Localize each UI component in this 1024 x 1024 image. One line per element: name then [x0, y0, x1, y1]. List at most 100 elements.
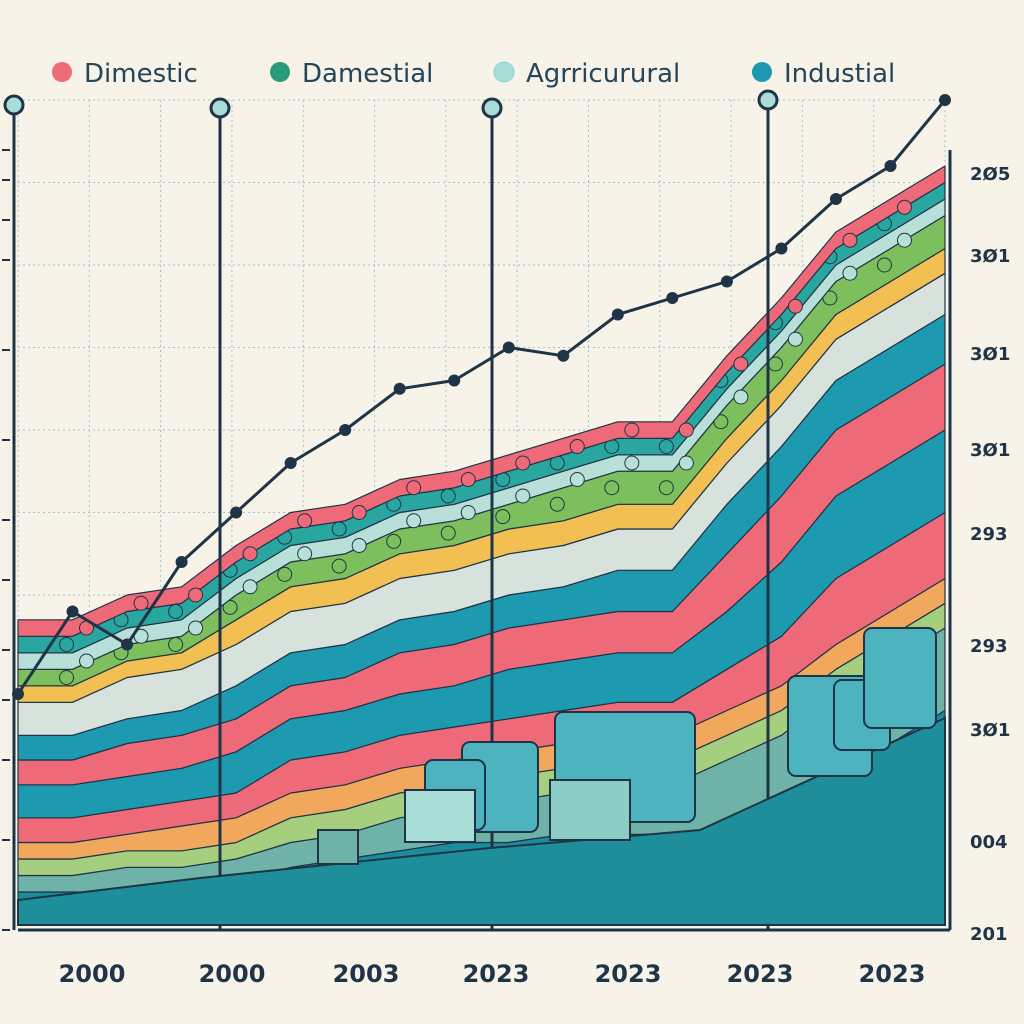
- area-marker: [168, 604, 184, 619]
- area-marker: [678, 455, 694, 471]
- legend-swatch-agrricurural: [493, 61, 515, 83]
- legend-label-industial: Industial: [784, 59, 895, 89]
- line-point: [720, 275, 733, 288]
- area-marker: [406, 480, 422, 496]
- legend-item-dimestic: Dimestic: [52, 59, 198, 89]
- area-marker: [440, 525, 456, 541]
- line-point: [502, 341, 515, 354]
- x-tick-label: 2023: [595, 960, 662, 988]
- area-marker: [331, 521, 347, 537]
- line-point: [557, 349, 570, 362]
- y-axis-tick-labels: 2Ø5 3Ø1 3Ø1 3Ø1 293 293 3Ø1 004 201: [970, 164, 1010, 945]
- total-line: [3, 89, 951, 930]
- area-marker: [658, 480, 674, 496]
- marker-pin: [3, 94, 25, 116]
- area-marker: [896, 232, 912, 248]
- marker-pin: [209, 97, 231, 119]
- legend-label-damestial: Damestial: [302, 59, 433, 89]
- legend-item-damestial: Damestial: [270, 59, 433, 89]
- y-tick-label: 3Ø1: [970, 246, 1010, 267]
- area-marker: [495, 509, 511, 525]
- area-marker: [242, 546, 258, 562]
- area-marker: [440, 488, 456, 504]
- area-marker: [351, 538, 367, 553]
- area-marker: [787, 331, 803, 347]
- axes: [2, 149, 952, 932]
- line-point: [66, 605, 79, 618]
- area-marker: [733, 389, 749, 405]
- line-point: [666, 292, 679, 304]
- factory-building: [404, 789, 476, 843]
- storage-tank: [863, 627, 937, 729]
- factory-building: [549, 779, 631, 841]
- area-marker: [678, 422, 694, 438]
- area-marker: [842, 265, 858, 281]
- x-tick-label: 2023: [727, 960, 794, 988]
- y-tick-label: 293: [970, 524, 1008, 545]
- x-tick-label: 2000: [199, 960, 266, 988]
- area-marker: [896, 199, 912, 215]
- y-tick-label: 293: [970, 636, 1008, 657]
- area-marker: [515, 488, 531, 504]
- line-point: [393, 382, 406, 395]
- y-tick-label: 2Ø5: [970, 164, 1010, 185]
- area-marker: [297, 513, 313, 529]
- area-marker: [188, 620, 204, 636]
- factory-building: [317, 829, 359, 865]
- area-marker: [658, 439, 674, 454]
- area-marker: [733, 356, 749, 372]
- line-point: [611, 308, 624, 321]
- line-point: [284, 457, 297, 469]
- line-point: [230, 506, 243, 519]
- marker-pin: [757, 89, 779, 111]
- area-marker: [624, 455, 640, 471]
- area-marker: [351, 505, 367, 520]
- area-marker: [842, 232, 858, 248]
- area-marker: [406, 513, 422, 529]
- area-marker: [331, 558, 347, 574]
- area-marker: [277, 566, 293, 582]
- legend-item-industial: Industial: [752, 59, 895, 89]
- area-marker: [297, 546, 313, 562]
- area-marker: [168, 637, 184, 652]
- area-marker: [876, 257, 892, 273]
- area-marker: [549, 496, 565, 512]
- legend-label-agrricurural: Agrricurural: [526, 59, 680, 89]
- area-marker: [386, 533, 402, 549]
- area-marker: [569, 472, 585, 487]
- line-point: [448, 374, 461, 387]
- area-marker: [460, 505, 476, 520]
- line-point: [175, 556, 188, 568]
- area-marker: [59, 637, 75, 652]
- area-marker: [242, 579, 258, 595]
- factory-illustration: [17, 627, 946, 926]
- area-marker: [460, 472, 476, 487]
- area-marker: [569, 439, 585, 454]
- y-tick-label: 3Ø1: [970, 344, 1010, 365]
- area-marker: [787, 298, 803, 314]
- line-point: [884, 160, 897, 172]
- x-tick-label: 2000: [59, 960, 126, 988]
- total-line-path: [16, 99, 947, 695]
- y-tick-label: 3Ø1: [970, 440, 1010, 461]
- x-tick-label: 2023: [463, 960, 530, 988]
- legend-item-agrricurural: Agrricurural: [493, 59, 680, 89]
- legend: Dimestic Damestial Agrricurural Industia…: [52, 59, 895, 89]
- area-marker: [604, 480, 620, 496]
- y-tick-label: 201: [970, 924, 1008, 945]
- area-marker: [222, 599, 238, 615]
- marker-pin: [481, 97, 503, 119]
- line-point: [339, 424, 352, 436]
- legend-swatch-industial: [752, 62, 772, 82]
- line-point: [775, 242, 788, 255]
- area-marker: [188, 587, 204, 603]
- area-band: [17, 165, 946, 637]
- line-point: [829, 193, 842, 205]
- area-marker: [133, 595, 149, 611]
- x-axis-tick-labels: 2000 2000 2003 2023 2023 2023 2023: [59, 960, 926, 988]
- y-tick-label: 3Ø1: [970, 720, 1010, 741]
- area-marker: [59, 670, 75, 685]
- y-tick-label: 004: [970, 832, 1008, 853]
